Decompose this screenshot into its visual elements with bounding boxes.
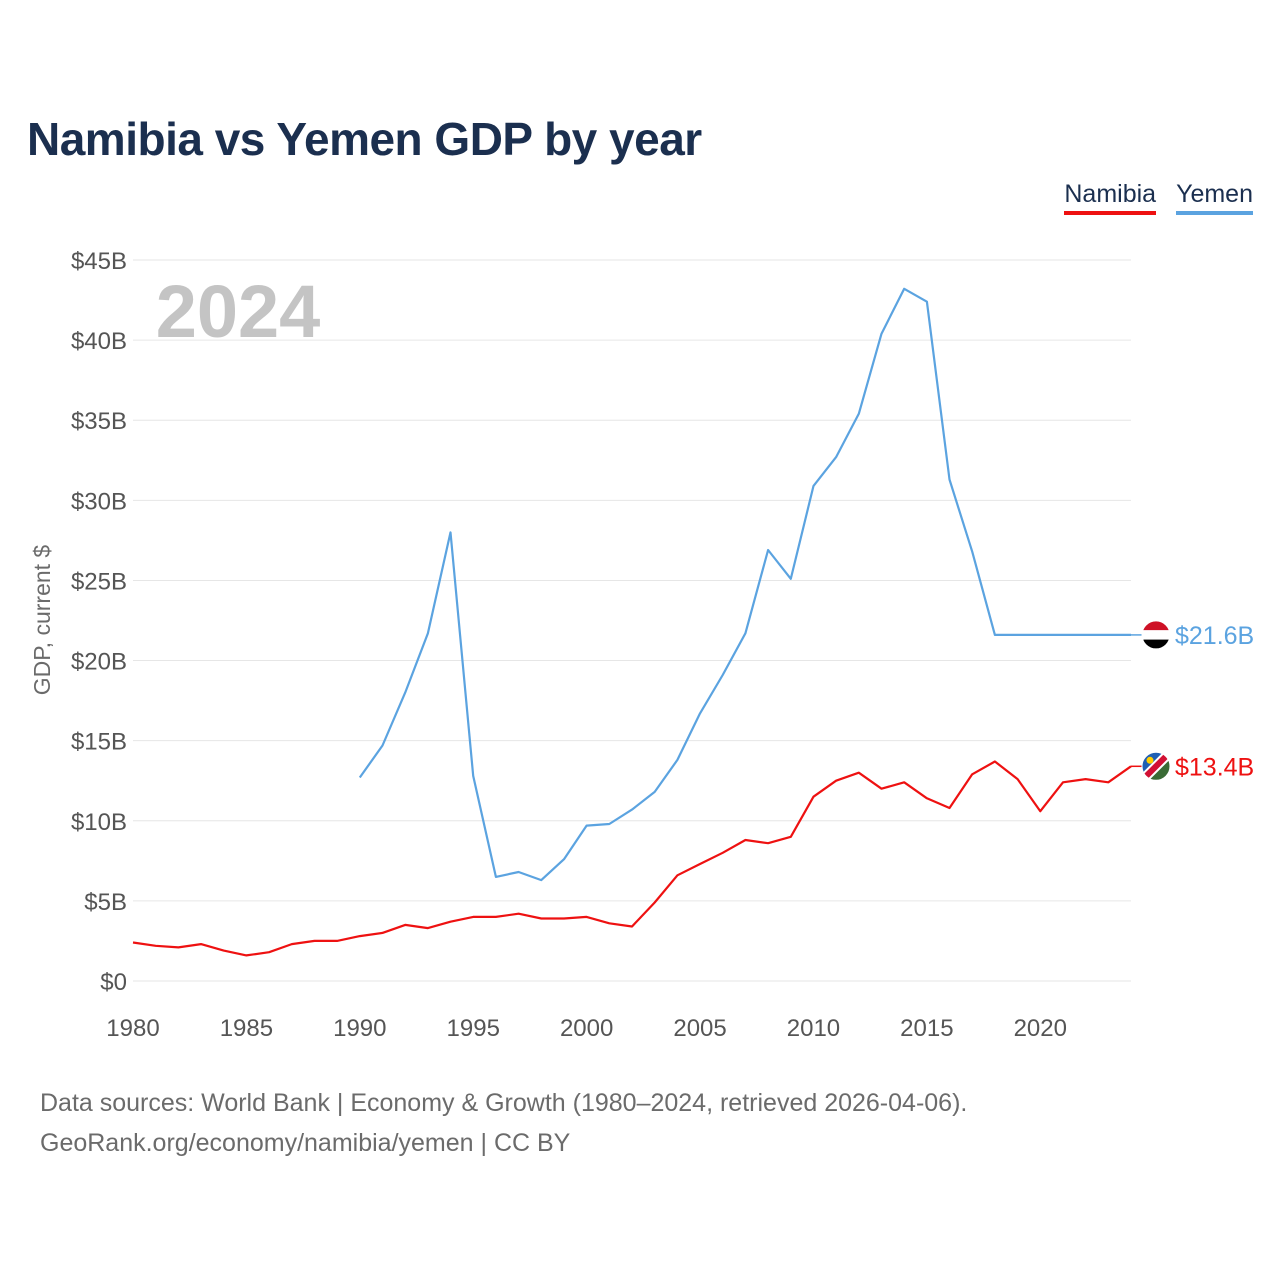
y-axis-label: GDP, current $ bbox=[29, 545, 55, 696]
end-value-label-yemen: $21.6B bbox=[1175, 622, 1254, 650]
x-tick-label: 2000 bbox=[560, 1015, 613, 1042]
y-tick-label: $25B bbox=[71, 568, 127, 595]
legend: Namibia Yemen bbox=[1064, 180, 1253, 215]
legend-item-namibia[interactable]: Namibia bbox=[1064, 180, 1157, 215]
series-lines bbox=[132, 287, 1132, 957]
y-tick-label: $40B bbox=[71, 328, 127, 355]
y-axis-ticks: $0 $5B $10B $15B $20B $25B $30B $35B $40B $45B bbox=[71, 248, 127, 996]
series-line-namibia[interactable] bbox=[132, 760, 1132, 957]
source-link[interactable]: GeoRank.org/economy/namibia/yemen | CC B… bbox=[40, 1129, 571, 1157]
legend-item-yemen[interactable]: Yemen bbox=[1176, 180, 1253, 215]
y-tick-label: $15B bbox=[71, 729, 127, 756]
y-tick-label: $5B bbox=[84, 889, 127, 916]
y-tick-label: $20B bbox=[71, 649, 127, 676]
x-axis-ticks: 1980 1985 1990 1995 2000 2005 2010 2015 2020 bbox=[106, 1015, 1067, 1042]
series-line-yemen[interactable] bbox=[358, 287, 1131, 882]
data-source-text: Data sources: World Bank | Economy & Gro… bbox=[40, 1089, 968, 1117]
grid-lines bbox=[133, 259, 1131, 982]
y-tick-label: $30B bbox=[71, 488, 127, 515]
namibia-flag-icon bbox=[1141, 751, 1171, 781]
x-tick-label: 1995 bbox=[447, 1015, 500, 1042]
y-tick-label: $35B bbox=[71, 408, 127, 435]
x-tick-label: 2020 bbox=[1014, 1015, 1067, 1042]
y-tick-label: $10B bbox=[71, 809, 127, 836]
x-tick-label: 1985 bbox=[220, 1015, 273, 1042]
year-watermark: 2024 bbox=[156, 270, 321, 353]
x-tick-label: 2005 bbox=[673, 1015, 726, 1042]
end-value-label-namibia: $13.4B bbox=[1175, 753, 1254, 781]
footer: Data sources: World Bank | Economy & Gro… bbox=[40, 1083, 967, 1163]
x-tick-label: 1980 bbox=[106, 1015, 159, 1042]
y-tick-label: $45B bbox=[71, 248, 127, 275]
yemen-flag-icon bbox=[1141, 620, 1171, 650]
x-tick-label: 2010 bbox=[787, 1015, 840, 1042]
y-tick-label: $0 bbox=[100, 969, 127, 996]
x-tick-label: 2015 bbox=[900, 1015, 953, 1042]
x-tick-label: 1990 bbox=[333, 1015, 386, 1042]
chart-title: Namibia vs Yemen GDP by year bbox=[27, 113, 702, 165]
series-end-labels: $21.6B $13.4B bbox=[1131, 620, 1254, 781]
